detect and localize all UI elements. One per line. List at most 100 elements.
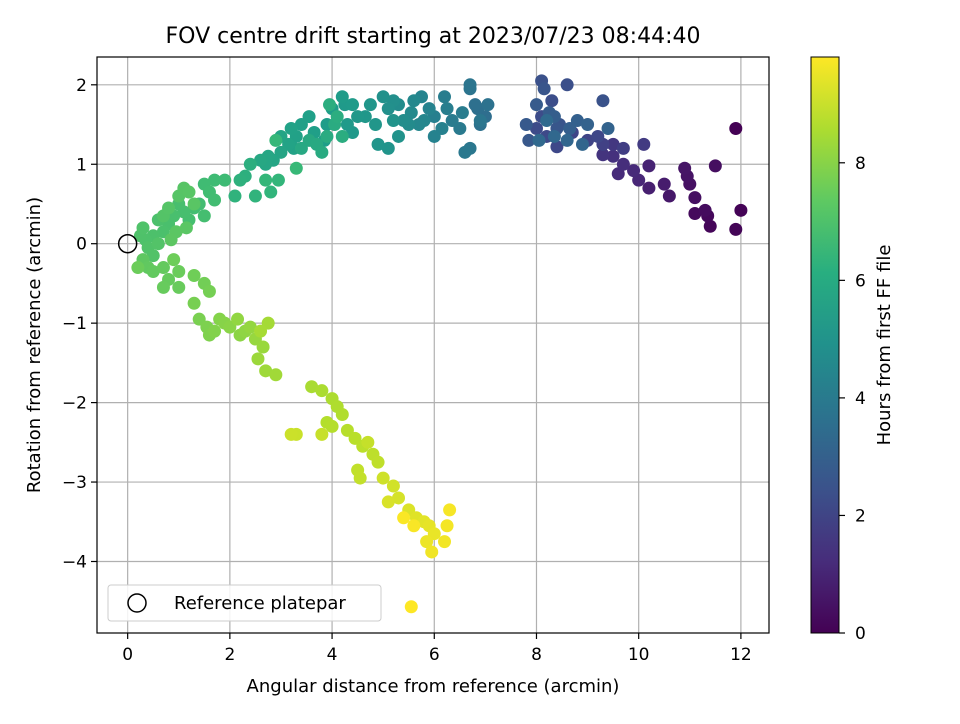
data-point [550,140,564,154]
data-point [294,118,308,132]
colorbar: 0 2 4 6 8 Hours from first FF file [810,56,895,644]
data-point [473,114,487,128]
data-point [179,221,193,235]
data-point [445,114,459,128]
x-tick-label: 6 [429,645,440,665]
data-point [167,253,181,267]
chart-title: FOV centre drift starting at 2023/07/23 … [166,24,701,49]
data-point [412,118,426,132]
data-point [729,122,743,136]
data-point [325,419,339,433]
data-point [353,471,367,485]
data-point [256,340,270,354]
data-point [392,491,406,505]
data-point [363,98,377,112]
data-point [182,185,196,199]
data-point [657,177,671,191]
data-point [581,118,595,132]
data-point [381,141,395,155]
data-point [323,98,337,112]
data-point [420,535,434,549]
data-point [642,159,656,173]
data-point [386,479,400,493]
legend: Reference platepar [107,584,382,622]
data-point [397,114,411,128]
data-point [371,137,385,151]
data-point [202,284,216,298]
data-point [422,102,436,116]
legend-marker-open-circle [127,593,147,613]
data-point [443,503,457,517]
y-tick-label: 1 [76,155,87,175]
colorbar-tick-label: 0 [855,624,866,644]
data-point [560,133,574,147]
y-axis-label: Rotation from reference (arcmin) [24,197,45,493]
data-point [570,114,584,128]
legend-box [107,584,382,622]
data-point [264,185,278,199]
data-point [632,173,646,187]
data-point [575,137,589,151]
data-point [315,145,329,159]
x-tick-label: 8 [531,645,542,665]
data-point [315,384,329,398]
data-point [463,78,477,92]
y-tick-label: −2 [62,394,87,414]
data-point [335,129,349,143]
y-tick-label: −3 [62,473,87,493]
data-point [560,78,574,92]
colorbar-gradient [810,56,840,634]
y-tick-label: 0 [76,235,87,255]
data-point [392,129,406,143]
data-point [243,320,257,334]
data-point [688,207,702,221]
data-point [197,209,211,223]
data-point [437,535,451,549]
data-point [425,545,439,559]
data-point [729,222,743,236]
data-point [698,203,712,217]
data-point [376,471,390,485]
y-axis-ticks: −4 −3 −2 −1 0 1 2 [62,76,97,572]
data-point [381,495,395,509]
data-point [335,90,349,104]
data-point [248,189,262,203]
data-point [427,129,441,143]
data-point [481,98,495,112]
data-point [164,233,178,247]
data-point [162,201,176,215]
data-point [315,427,329,441]
data-point [187,296,201,310]
data-point [547,129,561,143]
data-point [522,133,536,147]
data-point [156,261,170,275]
data-point [233,173,247,187]
colorbar-tick-label: 2 [855,506,866,526]
data-point [455,106,469,120]
data-point [146,265,160,279]
data-point [376,90,390,104]
data-point [284,122,298,136]
data-point [708,159,722,173]
data-point [361,435,375,449]
data-point [540,114,554,128]
data-point [407,519,421,533]
data-point [529,122,543,136]
data-point [440,102,454,116]
data-point [381,102,395,116]
plot-frame [96,56,770,634]
data-point [136,221,150,235]
data-point [243,157,257,171]
data-point [616,157,630,171]
colorbar-label: Hours from first FF file [874,245,895,446]
data-point [606,149,620,163]
reference-platepar-marker [117,233,138,254]
data-point [591,129,605,143]
data-point [131,261,145,275]
data-point [269,368,283,382]
data-point [340,118,354,132]
data-points [131,74,748,614]
data-point [468,98,482,112]
data-point [537,82,551,96]
